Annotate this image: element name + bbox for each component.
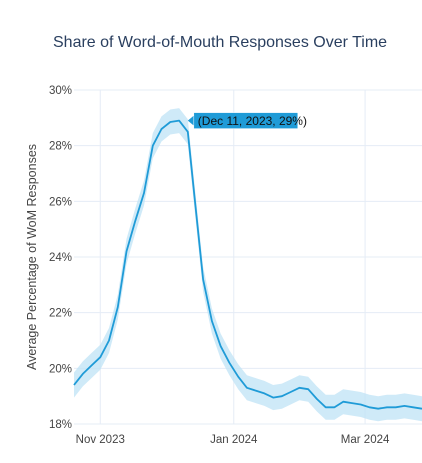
- y-axis: 18% 20% 22% 24% 26% 28% 30%: [49, 85, 72, 431]
- data-point[interactable]: [315, 397, 319, 401]
- chart-title: Share of Word-of-Mouth Responses Over Ti…: [53, 34, 387, 51]
- data-point[interactable]: [332, 405, 336, 409]
- hover-tooltip: (Dec 11, 2023, 29%): [187, 112, 307, 129]
- data-point[interactable]: [159, 127, 163, 131]
- confidence-band: [74, 108, 422, 422]
- y-tick-label: 22%: [49, 308, 72, 320]
- data-point[interactable]: [218, 344, 222, 348]
- data-point[interactable]: [385, 405, 389, 409]
- data-point[interactable]: [245, 386, 249, 390]
- y-tick-label: 28%: [49, 141, 72, 153]
- data-point[interactable]: [324, 405, 328, 409]
- data-point[interactable]: [210, 319, 214, 323]
- data-point[interactable]: [227, 361, 231, 365]
- series-line-layer: [72, 118, 422, 411]
- y-tick-label: 24%: [49, 252, 72, 264]
- data-point[interactable]: [107, 338, 111, 342]
- data-point[interactable]: [280, 394, 284, 398]
- y-axis-label: Average Percentage of WoM Responses: [25, 144, 39, 370]
- data-point[interactable]: [262, 391, 266, 395]
- confidence-band-area: [74, 108, 422, 422]
- y-tick-label: 26%: [49, 196, 72, 208]
- data-point[interactable]: [394, 405, 398, 409]
- data-point[interactable]: [89, 363, 93, 367]
- data-point[interactable]: [306, 387, 310, 391]
- data-point[interactable]: [192, 194, 196, 198]
- data-point[interactable]: [168, 120, 172, 124]
- data-point[interactable]: [297, 386, 301, 390]
- data-point[interactable]: [367, 405, 371, 409]
- data-point[interactable]: [98, 355, 102, 359]
- tooltip-text: (Dec 11, 2023, 29%): [198, 114, 307, 128]
- data-point[interactable]: [271, 395, 275, 399]
- y-tick-label: 18%: [49, 419, 72, 431]
- x-axis: Nov 2023 Jan 2024 Mar 2024: [76, 434, 390, 446]
- data-point[interactable]: [186, 130, 190, 134]
- data-point[interactable]: [402, 404, 406, 408]
- tooltip-pointer: [187, 115, 194, 126]
- data-point[interactable]: [124, 249, 128, 253]
- data-point[interactable]: [254, 388, 258, 392]
- data-point[interactable]: [133, 219, 137, 223]
- data-point[interactable]: [376, 407, 380, 411]
- data-point[interactable]: [341, 400, 345, 404]
- data-point[interactable]: [177, 118, 181, 122]
- data-point[interactable]: [350, 401, 354, 405]
- y-tick-label: 20%: [49, 363, 72, 375]
- tooltip-box: [193, 112, 299, 129]
- data-point[interactable]: [289, 390, 293, 394]
- data-point[interactable]: [81, 372, 85, 376]
- data-point[interactable]: [142, 191, 146, 195]
- data-point[interactable]: [116, 305, 120, 309]
- data-point[interactable]: [236, 375, 240, 379]
- data-point[interactable]: [411, 405, 415, 409]
- data-point[interactable]: [359, 402, 363, 406]
- x-tick-label: Jan 2024: [210, 434, 258, 446]
- y-tick-label: 30%: [49, 85, 72, 97]
- data-point[interactable]: [72, 383, 76, 387]
- series-line: [73, 119, 422, 410]
- grid: [74, 89, 422, 425]
- data-point[interactable]: [201, 277, 205, 281]
- data-point[interactable]: [151, 144, 155, 148]
- x-tick-label: Nov 2023: [76, 434, 125, 446]
- x-tick-label: Mar 2024: [341, 434, 390, 446]
